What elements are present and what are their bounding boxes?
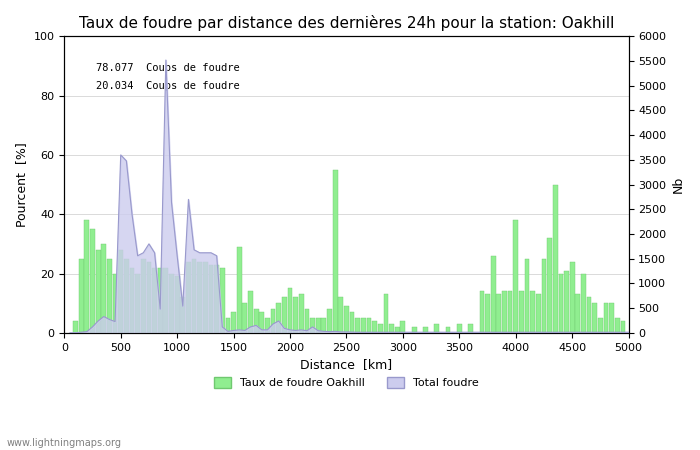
Text: 20.034  Coups de foudre: 20.034 Coups de foudre [97,81,240,91]
Bar [389,324,394,333]
Bar [220,268,225,333]
Bar [519,291,524,333]
Bar [513,220,518,333]
Bar [141,259,146,333]
Bar [615,318,620,333]
Bar [372,321,377,333]
Bar [598,318,603,333]
Bar [491,256,496,333]
Bar [237,247,242,333]
Bar [186,261,191,333]
Bar [446,327,450,333]
Bar [378,324,383,333]
Bar [79,259,83,333]
Bar [74,321,78,333]
Text: www.lightningmaps.org: www.lightningmaps.org [7,438,122,448]
Bar [570,261,575,333]
Title: Taux de foudre par distance des dernières 24h pour la station: Oakhill: Taux de foudre par distance des dernière… [78,15,614,31]
Bar [547,238,552,333]
Bar [214,265,219,333]
Bar [350,312,354,333]
Bar [225,318,230,333]
Bar [96,250,101,333]
Bar [592,303,597,333]
Bar [575,294,580,333]
Bar [164,268,168,333]
Bar [480,291,484,333]
Bar [260,312,264,333]
Bar [276,303,281,333]
Bar [524,259,529,333]
Bar [496,294,501,333]
Legend: Taux de foudre Oakhill, Total foudre: Taux de foudre Oakhill, Total foudre [210,372,483,392]
Bar [603,303,608,333]
Bar [327,309,332,333]
Bar [299,294,304,333]
Bar [248,291,253,333]
Bar [361,318,365,333]
Bar [356,318,360,333]
Bar [344,306,349,333]
Bar [559,274,564,333]
Bar [181,297,186,333]
Bar [152,268,157,333]
Bar [90,229,95,333]
Bar [124,259,129,333]
Bar [231,312,236,333]
Bar [435,324,439,333]
Bar [304,309,309,333]
Bar [288,288,293,333]
Bar [502,291,507,333]
Bar [321,318,326,333]
Y-axis label: Nb: Nb [672,176,685,193]
Bar [254,309,258,333]
Bar [85,220,89,333]
X-axis label: Distance  [km]: Distance [km] [300,358,393,371]
Bar [581,274,586,333]
Bar [395,327,400,333]
Bar [169,274,174,333]
Bar [457,324,462,333]
Bar [242,303,247,333]
Bar [158,268,162,333]
Bar [587,297,592,333]
Bar [400,321,405,333]
Bar [384,294,388,333]
Bar [621,321,625,333]
Bar [338,297,343,333]
Bar [113,274,118,333]
Y-axis label: Pourcent  [%]: Pourcent [%] [15,142,28,227]
Bar [192,259,197,333]
Bar [531,291,535,333]
Bar [118,250,123,333]
Bar [423,327,428,333]
Bar [542,259,546,333]
Bar [310,318,315,333]
Bar [332,170,337,333]
Bar [609,303,614,333]
Bar [485,294,490,333]
Bar [293,297,298,333]
Bar [564,270,569,333]
Bar [146,261,151,333]
Bar [468,324,473,333]
Bar [271,309,275,333]
Bar [412,327,416,333]
Bar [367,318,372,333]
Bar [265,318,270,333]
Bar [130,268,134,333]
Bar [135,274,140,333]
Bar [316,318,321,333]
Bar [203,261,208,333]
Bar [197,261,202,333]
Bar [209,265,214,333]
Bar [553,184,558,333]
Bar [282,297,287,333]
Bar [107,259,112,333]
Bar [175,276,179,333]
Text: 78.077  Coups de foudre: 78.077 Coups de foudre [97,63,240,73]
Bar [536,294,540,333]
Bar [508,291,512,333]
Bar [102,244,106,333]
